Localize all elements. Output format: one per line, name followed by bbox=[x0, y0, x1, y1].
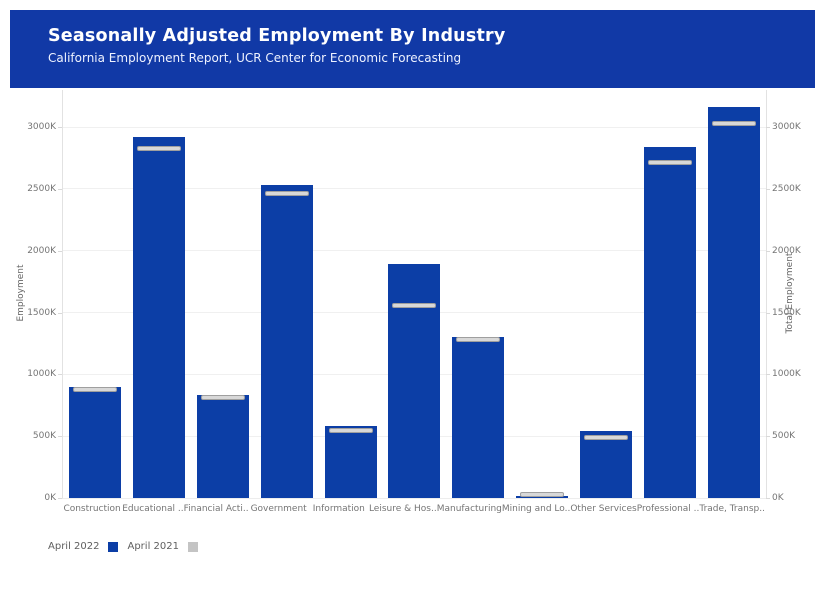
tick-april-2021[interactable] bbox=[136, 145, 181, 151]
bar-april-2022[interactable] bbox=[132, 136, 185, 498]
chart-legend: April 2022 April 2021 bbox=[48, 541, 198, 552]
tick-april-2021[interactable] bbox=[712, 120, 757, 126]
bar-columns bbox=[63, 90, 766, 498]
bar-column bbox=[127, 90, 191, 498]
y-axis-tickmark bbox=[58, 127, 62, 129]
x-axis-label: Manufacturing bbox=[436, 504, 502, 514]
tick-april-2021[interactable] bbox=[584, 434, 629, 440]
y-axis-tick-label-left: 2500K bbox=[27, 183, 56, 194]
bar-april-2022[interactable] bbox=[580, 431, 633, 498]
legend-label-april-2021: April 2021 bbox=[127, 541, 179, 552]
legend-swatch-april-2021[interactable] bbox=[187, 541, 198, 552]
y-axis-tickmark bbox=[58, 498, 62, 499]
page-subtitle: California Employment Report, UCR Center… bbox=[48, 51, 462, 65]
y-axis-tick-label-right: 2000K bbox=[772, 245, 801, 256]
x-axis-label: Educational .. bbox=[122, 504, 184, 514]
bar-column bbox=[446, 90, 510, 498]
bar-column bbox=[191, 90, 255, 498]
y-axis-tick-label-right: 1000K bbox=[772, 369, 801, 380]
report-header: Seasonally Adjusted Employment By Indust… bbox=[10, 10, 815, 88]
bar-column bbox=[319, 90, 383, 498]
x-axis-label: Other Services bbox=[570, 504, 637, 514]
bar-april-2022[interactable] bbox=[68, 387, 121, 498]
y-axis-tickmark bbox=[58, 312, 62, 314]
y-axis-tickmark bbox=[766, 312, 770, 314]
y-axis-tickmark bbox=[58, 250, 62, 252]
tick-april-2021[interactable] bbox=[200, 394, 245, 400]
x-axis-label: Construction bbox=[63, 504, 121, 514]
legend-swatch-april-2022[interactable] bbox=[108, 541, 119, 552]
tick-april-2021[interactable] bbox=[456, 337, 501, 343]
x-axis-label: Trade, Transp.. bbox=[699, 504, 765, 514]
y-axis-tickmark bbox=[58, 436, 62, 438]
y-axis-tick-label-right: 2500K bbox=[772, 183, 801, 194]
bar-april-2022[interactable] bbox=[644, 146, 697, 498]
y-axis-tickmark bbox=[766, 436, 770, 438]
x-axis-label: Leisure & Hos.. bbox=[368, 504, 437, 514]
y-axis-tick-label-left: 3000K bbox=[27, 122, 56, 133]
y-axis-tickmark bbox=[58, 374, 62, 376]
y-axis-tick-label-left: 1500K bbox=[27, 307, 56, 318]
x-axis-label: Professional .. bbox=[636, 504, 700, 514]
employment-bar-chart: Employment Total Employment Construction… bbox=[0, 90, 825, 530]
y-axis-tickmark bbox=[766, 498, 770, 499]
y-axis-tickmark bbox=[766, 127, 770, 129]
bar-column bbox=[702, 90, 766, 498]
tick-april-2021[interactable] bbox=[648, 159, 693, 165]
plot-area bbox=[62, 90, 767, 499]
x-axis-labels: Construction Educational .. Financial Acti… bbox=[62, 504, 765, 514]
bar-april-2022[interactable] bbox=[324, 426, 377, 498]
gridline bbox=[63, 188, 766, 190]
x-axis-label: Mining and Lo.. bbox=[501, 504, 571, 514]
tick-april-2021[interactable] bbox=[392, 302, 437, 308]
bar-column bbox=[383, 90, 447, 498]
bar-column bbox=[63, 90, 127, 498]
y-axis-tick-label-left: 2000K bbox=[27, 245, 56, 256]
gridline bbox=[63, 126, 766, 128]
tick-april-2021[interactable] bbox=[72, 387, 117, 393]
page-title: Seasonally Adjusted Employment By Indust… bbox=[48, 26, 506, 46]
y-axis-tick-label-left: 0K bbox=[44, 493, 56, 503]
x-axis-label: Government bbox=[250, 504, 307, 514]
bar-april-2022[interactable] bbox=[388, 264, 441, 498]
bar-column bbox=[510, 90, 574, 498]
y-axis-tick-label-right: 1500K bbox=[772, 307, 801, 318]
y-axis-tickmark bbox=[766, 188, 770, 190]
gridline bbox=[63, 250, 766, 252]
bar-april-2022[interactable] bbox=[708, 107, 761, 498]
bar-column bbox=[574, 90, 638, 498]
bar-april-2022[interactable] bbox=[260, 184, 313, 498]
y-axis-tick-label-left: 1000K bbox=[27, 369, 56, 380]
y-axis-tickmark bbox=[58, 188, 62, 190]
y-axis-tick-label-left: 500K bbox=[32, 431, 56, 442]
tick-april-2021[interactable] bbox=[328, 428, 373, 434]
x-axis-label: Financial Acti.. bbox=[183, 504, 249, 514]
y-axis-tick-label-right: 500K bbox=[772, 431, 796, 442]
tick-april-2021[interactable] bbox=[264, 190, 309, 196]
bar-april-2022[interactable] bbox=[196, 395, 249, 498]
legend-label-april-2022: April 2022 bbox=[48, 541, 100, 552]
y-axis-tick-label-right: 0K bbox=[772, 493, 784, 503]
bar-column bbox=[638, 90, 702, 498]
x-axis-label: Information bbox=[312, 504, 365, 514]
bar-april-2022[interactable] bbox=[452, 336, 505, 498]
tick-april-2021[interactable] bbox=[520, 492, 565, 498]
bar-column bbox=[255, 90, 319, 498]
y-axis-tickmark bbox=[766, 250, 770, 252]
y-axis-tick-label-right: 3000K bbox=[772, 122, 801, 133]
y-axis-tickmark bbox=[766, 374, 770, 376]
y-axis-title-right: Total Employment bbox=[785, 252, 795, 334]
